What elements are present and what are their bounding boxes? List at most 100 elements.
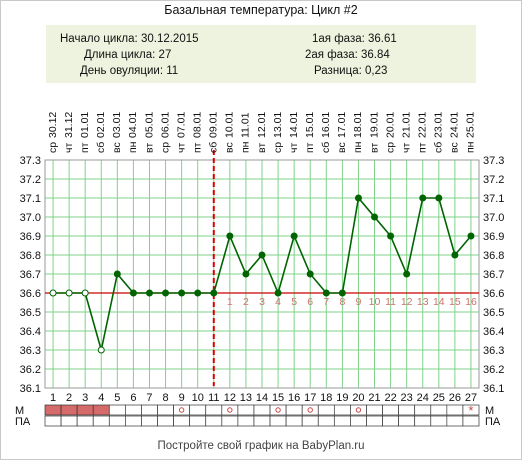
x-tick-label: 23 <box>401 392 413 404</box>
weekday-label: ср <box>159 142 171 153</box>
date-label: 21.01 <box>400 112 412 138</box>
weekday-label: пт <box>79 142 91 153</box>
data-point <box>65 289 73 297</box>
data-point <box>242 270 250 278</box>
chart-title: Базальная температура: Цикл #2 <box>164 3 358 17</box>
pa-row-cell <box>462 415 480 427</box>
pa-row-cell <box>108 415 126 427</box>
m-row-cell <box>430 404 448 416</box>
pa-row-cell <box>446 415 464 427</box>
cycle-start-info: Начало цикла: 30.12.2015 <box>60 33 199 45</box>
date-label: 12.01 <box>256 112 268 138</box>
m-row-cell <box>366 404 383 416</box>
weekday-label: чт <box>63 143 75 153</box>
post-ovulation-day-label: 1 <box>227 296 233 308</box>
date-label: 20.01 <box>384 112 396 138</box>
x-tick-label: 2 <box>66 392 72 404</box>
x-tick-label: 26 <box>449 392 461 404</box>
date-label: 03.01 <box>111 112 123 138</box>
post-ovulation-day-label: 15 <box>449 296 461 308</box>
weekday-label: чт <box>400 143 412 153</box>
y-tick-label-left: 36.9 <box>20 231 41 243</box>
m-row-cell <box>92 404 110 416</box>
data-point <box>290 232 298 240</box>
pa-row-cell <box>141 415 158 427</box>
weekday-label: пт <box>304 142 316 153</box>
y-tick-label-left: 36.4 <box>20 326 41 338</box>
y-tick-label-right: 36.5 <box>483 307 504 319</box>
plot-border <box>44 159 480 389</box>
y-tick-label-left: 36.6 <box>20 288 41 300</box>
weekday-label: вс <box>336 142 348 153</box>
data-point <box>145 289 153 297</box>
pa-row-cell <box>92 415 110 427</box>
data-point <box>306 270 314 278</box>
weekday-label: пн <box>240 141 252 153</box>
date-label: 01.01 <box>79 112 91 138</box>
weekday-label: чт <box>175 143 187 153</box>
x-tick-label: 10 <box>192 392 204 404</box>
pa-row-cell <box>205 415 223 427</box>
weekday-label: ср <box>47 142 59 153</box>
m-row-cell <box>350 404 367 416</box>
date-label: 19.01 <box>368 112 380 138</box>
date-label: 25.01 <box>465 112 477 138</box>
date-label: 08.01 <box>191 112 203 138</box>
y-tick-label-left: 36.3 <box>20 345 41 357</box>
date-label: 06.01 <box>159 112 171 138</box>
data-point <box>322 289 330 297</box>
data-point <box>451 251 459 259</box>
weekday-label: сб <box>208 142 220 153</box>
post-ovulation-day-label: 8 <box>339 296 345 308</box>
x-tick-label: 25 <box>433 392 445 404</box>
m-row-cell <box>446 404 464 416</box>
pa-mark <box>307 407 313 413</box>
pa-row-cell <box>173 415 191 427</box>
x-tick-label: 24 <box>417 392 429 404</box>
data-point <box>435 194 443 202</box>
weekday-label: вс <box>224 142 236 153</box>
m-row-cell <box>317 404 335 416</box>
pa-row-cell <box>189 415 207 427</box>
date-label: 02.01 <box>95 112 107 138</box>
pa-row-cell <box>253 415 271 427</box>
y-tick-label-right: 36.3 <box>483 345 504 357</box>
weekday-label: пн <box>352 141 364 153</box>
data-point <box>274 289 282 297</box>
m-row-cell <box>285 404 303 416</box>
post-ovulation-day-label: 9 <box>356 296 362 308</box>
y-tick-label-right: 37.2 <box>483 174 504 186</box>
x-tick-label: 12 <box>224 392 236 404</box>
pa-row-cell <box>76 415 94 427</box>
data-point <box>338 289 346 297</box>
footer-link-text[interactable]: Постройте свой график на BabyPlan.ru <box>157 440 365 452</box>
pa-row-cell <box>301 415 319 427</box>
y-tick-label-right: 36.6 <box>483 288 504 300</box>
row-label-pa-right: ПА <box>485 416 501 428</box>
date-label: 24.01 <box>449 112 461 138</box>
y-tick-label-right: 36.8 <box>483 250 504 262</box>
pa-row-cell <box>414 415 432 427</box>
y-tick-label-left: 36.8 <box>20 250 41 262</box>
weekday-label: пн <box>465 141 477 153</box>
data-point <box>467 232 475 240</box>
weekday-label: пт <box>417 142 429 153</box>
m-row-cell <box>76 404 94 416</box>
x-tick-label: 8 <box>162 392 168 404</box>
weekday-label: вт <box>143 143 155 153</box>
row-label-m-right: М <box>485 405 494 417</box>
date-label: 05.01 <box>143 112 155 138</box>
m-row-cell <box>333 404 351 416</box>
y-tick-label-left: 36.5 <box>20 307 41 319</box>
m-row-cell <box>157 404 174 416</box>
pa-row-cell <box>125 415 142 427</box>
weekday-label: пт <box>191 142 203 153</box>
y-tick-label-right: 36.4 <box>483 326 504 338</box>
weekday-label: пн <box>127 141 139 153</box>
x-tick-label: 5 <box>114 392 120 404</box>
x-tick-label: 3 <box>82 392 88 404</box>
cycle-info-panel: Начало цикла: 30.12.2015 Длина цикла: 27… <box>46 25 476 83</box>
m-symbol: * <box>468 403 473 418</box>
date-label: 16.01 <box>320 112 332 138</box>
y-tick-label-left: 37.2 <box>20 174 41 186</box>
